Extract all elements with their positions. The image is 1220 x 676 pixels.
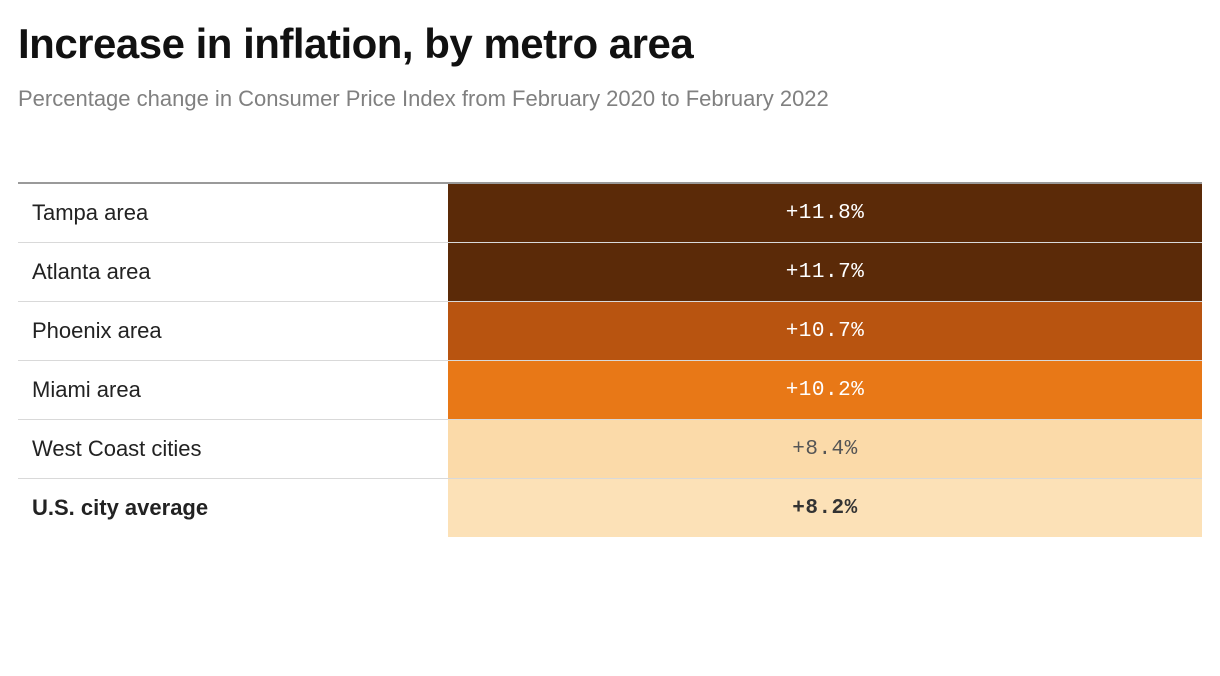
table-row: Miami area+10.2%: [18, 361, 1202, 420]
row-label: West Coast cities: [18, 420, 448, 478]
chart-title: Increase in inflation, by metro area: [18, 20, 1202, 68]
table-row: Phoenix area+10.7%: [18, 302, 1202, 361]
row-value: +11.7%: [448, 243, 1202, 301]
row-value: +10.7%: [448, 302, 1202, 360]
row-label: Miami area: [18, 361, 448, 419]
table-row: Tampa area+11.8%: [18, 184, 1202, 243]
row-value: +11.8%: [448, 184, 1202, 242]
table-row: U.S. city average+8.2%: [18, 479, 1202, 537]
row-value: +8.2%: [448, 479, 1202, 537]
row-label: Atlanta area: [18, 243, 448, 301]
row-label: U.S. city average: [18, 479, 448, 537]
row-value: +10.2%: [448, 361, 1202, 419]
chart-subtitle: Percentage change in Consumer Price Inde…: [18, 86, 1202, 112]
row-label: Phoenix area: [18, 302, 448, 360]
table-row: West Coast cities+8.4%: [18, 420, 1202, 479]
row-value: +8.4%: [448, 420, 1202, 478]
row-label: Tampa area: [18, 184, 448, 242]
table-row: Atlanta area+11.7%: [18, 243, 1202, 302]
inflation-table: Tampa area+11.8%Atlanta area+11.7%Phoeni…: [18, 182, 1202, 537]
